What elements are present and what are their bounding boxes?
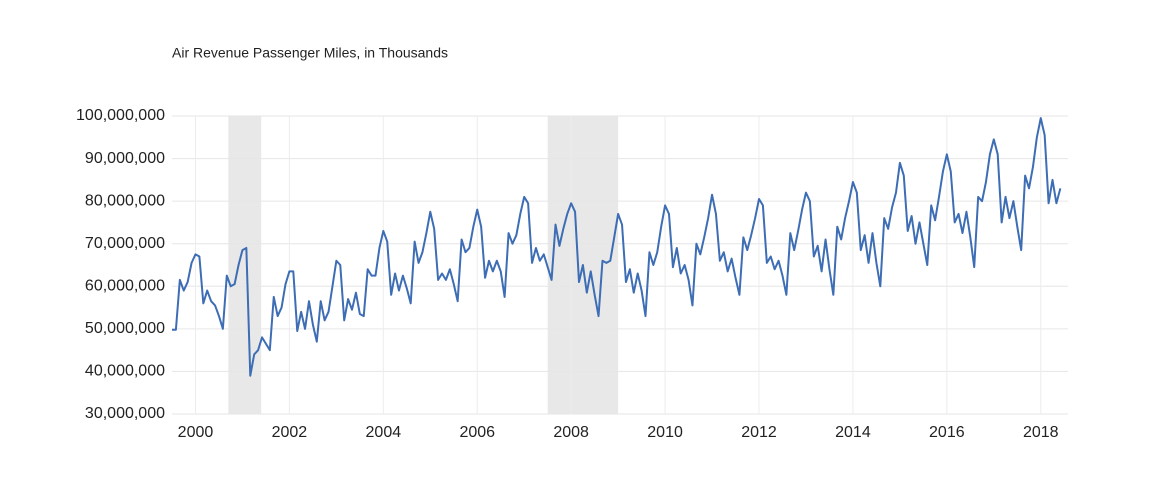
- x-tick-label: 2004: [366, 424, 402, 441]
- y-tick-label: 90,000,000: [85, 150, 165, 167]
- x-tick-label: 2018: [1023, 424, 1059, 441]
- x-tick-label: 2008: [553, 424, 589, 441]
- y-tick-label: 40,000,000: [85, 363, 165, 380]
- recession-band: [228, 116, 262, 414]
- y-tick-label: 100,000,000: [76, 107, 165, 124]
- x-tick-label: 2014: [835, 424, 871, 441]
- y-tick-label: 50,000,000: [85, 320, 165, 337]
- y-tick-label: 60,000,000: [85, 278, 165, 295]
- y-tick-label: 80,000,000: [85, 192, 165, 209]
- y-tick-label: 70,000,000: [85, 235, 165, 252]
- chart-title: Air Revenue Passenger Miles, in Thousand…: [172, 45, 448, 61]
- x-tick-label: 2002: [272, 424, 308, 441]
- x-tick-label: 2006: [459, 424, 495, 441]
- x-tick-label: 2010: [647, 424, 683, 441]
- x-tick-label: 2000: [178, 424, 214, 441]
- x-tick-label: 2012: [741, 424, 777, 441]
- x-tick-label: 2016: [929, 424, 965, 441]
- y-tick-label: 30,000,000: [85, 405, 165, 422]
- data-line: [172, 117, 1062, 377]
